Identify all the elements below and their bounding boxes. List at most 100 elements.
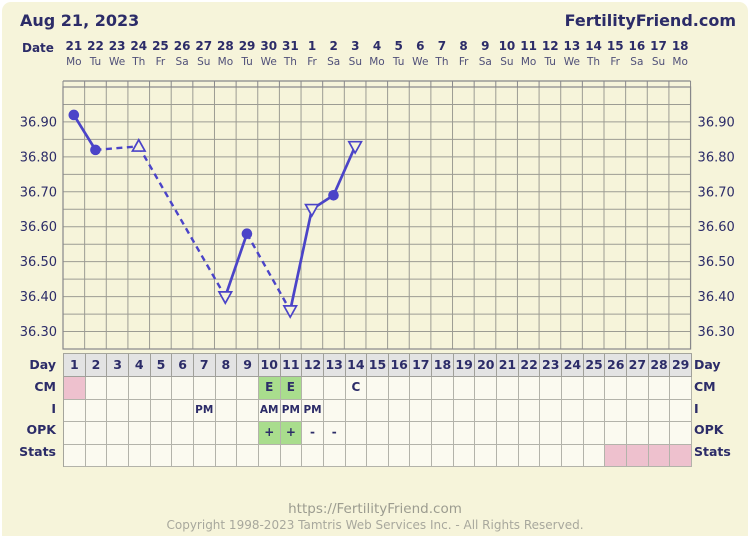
stats-cell-day-19[interactable] — [453, 444, 476, 468]
opk-cell-day-6[interactable] — [172, 422, 194, 445]
stats-cell-day-16[interactable] — [388, 444, 411, 468]
day-header-cell-day-22[interactable]: 22 — [518, 354, 541, 377]
day-header-cell-day-13[interactable]: 13 — [323, 354, 346, 377]
stats-cell-day-15[interactable] — [367, 444, 389, 468]
opk-cell-day-15[interactable] — [367, 422, 389, 445]
opk-cell-day-14[interactable] — [345, 422, 368, 445]
opk-cell-day-5[interactable] — [150, 422, 173, 445]
stats-cell-day-1[interactable] — [64, 444, 86, 468]
stats-cell-day-13[interactable] — [323, 444, 346, 468]
opk-cell-day-23[interactable] — [540, 422, 563, 445]
cm-cell-day-24[interactable] — [562, 377, 584, 400]
cm-cell-day-4[interactable] — [128, 377, 151, 400]
intercourse-cell-day-2[interactable] — [85, 399, 108, 423]
day-header-cell-day-5[interactable]: 5 — [150, 354, 173, 377]
intercourse-cell-day-24[interactable] — [562, 399, 584, 423]
cm-cell-day-3[interactable] — [107, 377, 129, 400]
opk-cell-day-21[interactable] — [497, 422, 519, 445]
intercourse-cell-day-1[interactable] — [64, 399, 86, 423]
intercourse-cell-day-23[interactable] — [540, 399, 563, 423]
stats-cell-day-27[interactable] — [627, 444, 649, 468]
day-header-cell-day-16[interactable]: 16 — [388, 354, 411, 377]
opk-cell-day-12[interactable]: - — [302, 422, 324, 445]
day-header-cell-day-26[interactable]: 26 — [605, 354, 628, 377]
intercourse-cell-day-21[interactable] — [497, 399, 519, 423]
intercourse-cell-day-17[interactable] — [410, 399, 433, 423]
stats-cell-day-23[interactable] — [540, 444, 563, 468]
intercourse-cell-day-7[interactable]: PM — [193, 399, 216, 423]
intercourse-cell-day-14[interactable] — [345, 399, 368, 423]
opk-cell-day-7[interactable] — [193, 422, 216, 445]
opk-cell-day-24[interactable] — [562, 422, 584, 445]
stats-cell-day-6[interactable] — [172, 444, 194, 468]
opk-cell-day-25[interactable] — [583, 422, 606, 445]
day-header-cell-day-23[interactable]: 23 — [540, 354, 563, 377]
opk-cell-day-3[interactable] — [107, 422, 129, 445]
intercourse-cell-day-19[interactable] — [453, 399, 476, 423]
day-header-cell-day-18[interactable]: 18 — [432, 354, 454, 377]
cm-cell-day-23[interactable] — [540, 377, 563, 400]
intercourse-cell-day-16[interactable] — [388, 399, 411, 423]
opk-cell-day-13[interactable]: - — [323, 422, 346, 445]
brand-link[interactable]: FertilityFriend.com — [564, 11, 736, 30]
opk-cell-day-26[interactable] — [605, 422, 628, 445]
intercourse-cell-day-4[interactable] — [128, 399, 151, 423]
day-header-cell-day-28[interactable]: 28 — [648, 354, 671, 377]
cm-cell-day-7[interactable] — [193, 377, 216, 400]
stats-cell-day-20[interactable] — [475, 444, 498, 468]
opk-cell-day-22[interactable] — [518, 422, 541, 445]
cm-cell-day-1[interactable] — [64, 377, 86, 400]
intercourse-cell-day-26[interactable] — [605, 399, 628, 423]
cm-cell-day-16[interactable] — [388, 377, 411, 400]
intercourse-cell-day-27[interactable] — [627, 399, 649, 423]
opk-cell-day-1[interactable] — [64, 422, 86, 445]
cm-cell-day-20[interactable] — [475, 377, 498, 400]
day-header-cell-day-25[interactable]: 25 — [583, 354, 606, 377]
stats-cell-day-24[interactable] — [562, 444, 584, 468]
stats-cell-day-10[interactable] — [258, 444, 281, 468]
intercourse-cell-day-25[interactable] — [583, 399, 606, 423]
stats-cell-day-21[interactable] — [497, 444, 519, 468]
intercourse-cell-day-15[interactable] — [367, 399, 389, 423]
stats-cell-day-3[interactable] — [107, 444, 129, 468]
day-header-cell-day-14[interactable]: 14 — [345, 354, 368, 377]
opk-cell-day-2[interactable] — [85, 422, 108, 445]
cm-cell-day-21[interactable] — [497, 377, 519, 400]
cm-cell-day-28[interactable] — [648, 377, 671, 400]
day-header-cell-day-15[interactable]: 15 — [367, 354, 389, 377]
cm-cell-day-29[interactable] — [670, 377, 692, 400]
day-header-cell-day-20[interactable]: 20 — [475, 354, 498, 377]
cm-cell-day-13[interactable] — [323, 377, 346, 400]
cm-cell-day-5[interactable] — [150, 377, 173, 400]
stats-cell-day-11[interactable] — [280, 444, 303, 468]
day-header-cell-day-19[interactable]: 19 — [453, 354, 476, 377]
opk-cell-day-10[interactable]: + — [258, 422, 281, 445]
intercourse-cell-day-12[interactable]: PM — [302, 399, 324, 423]
intercourse-cell-day-18[interactable] — [432, 399, 454, 423]
intercourse-cell-day-5[interactable] — [150, 399, 173, 423]
stats-cell-day-2[interactable] — [85, 444, 108, 468]
stats-cell-day-9[interactable] — [237, 444, 259, 468]
day-header-cell-day-6[interactable]: 6 — [172, 354, 194, 377]
footer-url-link[interactable]: https://FertilityFriend.com — [288, 501, 462, 517]
cm-cell-day-27[interactable] — [627, 377, 649, 400]
cm-cell-day-10[interactable]: E — [258, 377, 281, 400]
day-header-cell-day-17[interactable]: 17 — [410, 354, 433, 377]
stats-cell-day-5[interactable] — [150, 444, 173, 468]
day-header-cell-day-9[interactable]: 9 — [237, 354, 259, 377]
opk-cell-day-27[interactable] — [627, 422, 649, 445]
cm-cell-day-15[interactable] — [367, 377, 389, 400]
opk-cell-day-28[interactable] — [648, 422, 671, 445]
opk-cell-day-16[interactable] — [388, 422, 411, 445]
day-header-cell-day-1[interactable]: 1 — [64, 354, 86, 377]
stats-cell-day-26[interactable] — [605, 444, 628, 468]
day-header-cell-day-3[interactable]: 3 — [107, 354, 129, 377]
cm-cell-day-17[interactable] — [410, 377, 433, 400]
intercourse-cell-day-6[interactable] — [172, 399, 194, 423]
cm-cell-day-2[interactable] — [85, 377, 108, 400]
stats-cell-day-22[interactable] — [518, 444, 541, 468]
cm-cell-day-11[interactable]: E — [280, 377, 303, 400]
stats-cell-day-28[interactable] — [648, 444, 671, 468]
intercourse-cell-day-8[interactable] — [215, 399, 238, 423]
day-header-cell-day-24[interactable]: 24 — [562, 354, 584, 377]
